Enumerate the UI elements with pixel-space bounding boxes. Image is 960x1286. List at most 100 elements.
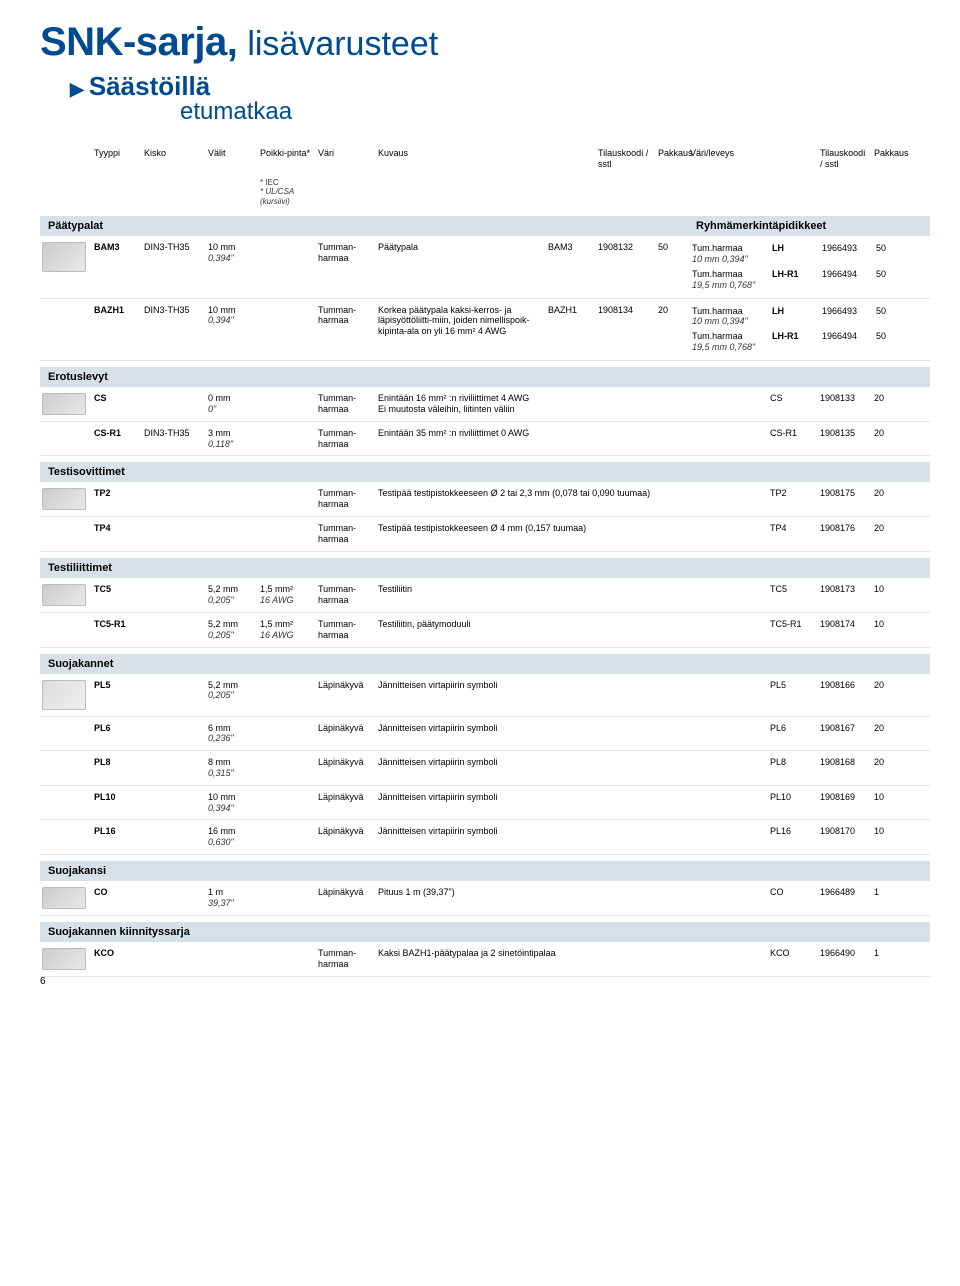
sub-code: LH: [770, 242, 820, 266]
col-valit: Välit: [206, 148, 258, 159]
page-title: SNK-sarja, lisävarusteet: [40, 20, 930, 65]
cell-valit: 10 mm0,394": [206, 303, 258, 329]
cell-tyyppi: BAZH1: [92, 303, 142, 318]
cell-vari: Tumman-harmaa: [316, 617, 376, 643]
cell-num: 1908135: [818, 426, 872, 441]
cell-valit: 10 mm0,394": [206, 240, 258, 266]
product-thumb: [40, 240, 92, 274]
cell-vari: Tumman-harmaa: [316, 391, 376, 417]
cell-pinta: [258, 521, 316, 525]
cell-valit: 16 mm0,630": [206, 824, 258, 850]
cell-vari: Tumman-harmaa: [316, 582, 376, 608]
sub-vl: Tum.harmaa19,5 mm 0,768": [690, 268, 770, 292]
cell-code: KCO: [768, 946, 818, 961]
cell-pak: 20: [872, 391, 902, 406]
cell-tyyppi: CS: [92, 391, 142, 406]
cell-pinta: 1,5 mm²16 AWG: [258, 582, 316, 608]
iec-note: * IEC * UL/CSA (kursiivi): [258, 178, 316, 207]
product-thumb: [40, 885, 92, 911]
cell-pinta: [258, 240, 316, 244]
cell-pinta: [258, 755, 316, 759]
section-testisovittimet: Testisovittimet: [40, 462, 930, 482]
cell-num: 1908173: [818, 582, 872, 597]
col-vari: Väri: [316, 148, 376, 159]
product-thumb: [40, 946, 92, 972]
cell-pak: 1: [872, 885, 902, 900]
cell-valit: 1 m39,37": [206, 885, 258, 911]
cell-pinta: [258, 391, 316, 395]
cell-code: TP2: [768, 486, 818, 501]
cell-kisko: [142, 790, 206, 794]
cell-code: PL8: [768, 755, 818, 770]
cell-pak: 10: [872, 824, 902, 839]
table-row: PL1616 mm0,630"LäpinäkyväJännitteisen vi…: [40, 820, 930, 855]
cell-tyyppi: TC5: [92, 582, 142, 597]
col-pak2: Pakkaus: [872, 148, 902, 159]
cell-num: 1908174: [818, 617, 872, 632]
cell-vari: Tumman-harmaa: [316, 426, 376, 452]
cell-kisko: [142, 678, 206, 682]
cell-valit: [206, 521, 258, 525]
sub-code: LH: [770, 305, 820, 329]
cell-pinta: 1,5 mm²16 AWG: [258, 617, 316, 643]
cell-kuvaus: Jännitteisen virtapiirin symboli: [376, 721, 688, 736]
cell-kuvaus: Jännitteisen virtapiirin symboli: [376, 790, 688, 805]
cell-kuvaus: Jännitteisen virtapiirin symboli: [376, 678, 688, 693]
cell-code: TC5-R1: [768, 617, 818, 632]
cell-pak: 20: [656, 303, 688, 318]
section-suojakansi: Suojakansi: [40, 861, 930, 881]
product-thumb: [40, 303, 92, 307]
cell-kisko: [142, 486, 206, 490]
cell-num: 1908176: [818, 521, 872, 536]
cell-pinta: [258, 790, 316, 794]
cell-kisko: [142, 391, 206, 395]
subtitle-line2: etumatkaa: [180, 98, 930, 126]
cell-num: 1908167: [818, 721, 872, 736]
cell-vari: Tumman-harmaa: [316, 521, 376, 547]
cell-code: PL5: [768, 678, 818, 693]
col-tilaus1: Tilauskoodi / sstl: [596, 148, 656, 170]
cell-valit: 8 mm0,315": [206, 755, 258, 781]
table-row: KCOTumman-harmaaKaksi BAZH1-päätypalaa j…: [40, 942, 930, 977]
cell-pak: 20: [872, 678, 902, 693]
cell-num: 1966490: [818, 946, 872, 961]
column-header-row: Tyyppi Kisko Välit Poikki-pinta* Väri Ku…: [40, 144, 930, 174]
cell-kisko: [142, 521, 206, 525]
title-sub: lisävarusteet: [247, 25, 438, 64]
col-tyyppi: Tyyppi: [92, 148, 142, 159]
product-thumb: [40, 790, 92, 794]
cell-num: 1908175: [818, 486, 872, 501]
cell-valit: 5,2 mm0,205": [206, 582, 258, 608]
page-number: 6: [40, 976, 46, 987]
cell-valit: 0 mm0": [206, 391, 258, 417]
cell-valit: 5,2 mm0,205": [206, 617, 258, 643]
col-varileveys: Väri/leveys: [688, 148, 768, 159]
cell-tyyppi: CS-R1: [92, 426, 142, 441]
sub-num: 1966493: [820, 305, 874, 329]
cell-kisko: DIN3-TH35: [142, 303, 206, 318]
iec-note-row: * IEC * UL/CSA (kursiivi): [40, 174, 930, 211]
cell-vari: Läpinäkyvä: [316, 755, 376, 770]
sub-num: 1966494: [820, 268, 874, 292]
cell-num: 1908166: [818, 678, 872, 693]
cell-vari: Läpinäkyvä: [316, 678, 376, 693]
cell-tyyppi: TP4: [92, 521, 142, 536]
cell-pinta: [258, 824, 316, 828]
cell-kisko: [142, 755, 206, 759]
cell-kisko: [142, 582, 206, 586]
cell-code: TC5: [768, 582, 818, 597]
sub-pak: 50: [874, 330, 904, 354]
cell-vari: Tumman-harmaa: [316, 303, 376, 329]
cell-code: CS: [768, 391, 818, 406]
col-kuvaus: Kuvaus: [376, 148, 546, 159]
table-row: CS-R1DIN3-TH353 mm0,118"Tumman-harmaaEni…: [40, 422, 930, 457]
table-row: PL55,2 mm0,205"LäpinäkyväJännitteisen vi…: [40, 674, 930, 717]
sub-num: 1966493: [820, 242, 874, 266]
table-row: PL88 mm0,315"LäpinäkyväJännitteisen virt…: [40, 751, 930, 786]
cell-kuvaus: Testipää testipistokkeeseen Ø 4 mm (0,15…: [376, 521, 688, 536]
section-paatypalat: Päätypalat Ryhmämerkintäpidikkeet: [40, 216, 930, 236]
cell-valit: 3 mm0,118": [206, 426, 258, 452]
cell-kuvaus: Testiliitin: [376, 582, 688, 597]
sub-vl: Tum.harmaa19,5 mm 0,768": [690, 330, 770, 354]
cell-code: CS-R1: [768, 426, 818, 441]
